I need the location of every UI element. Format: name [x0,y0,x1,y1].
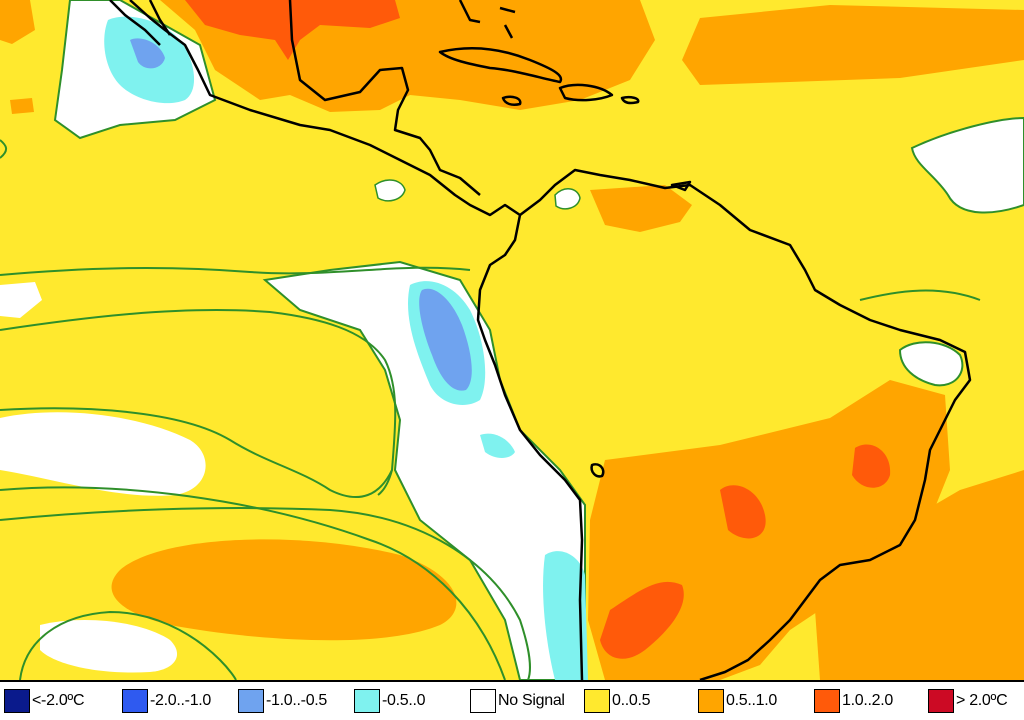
legend-item-minus-2-to-minus-1: -2.0..-1.0 [122,688,211,714]
legend: <-2.0ºC -2.0..-1.0 -1.0..-0.5 -0.5..0 No… [0,680,1024,720]
legend-item-1-to-2: 1.0..2.0 [814,688,893,714]
legend-swatch [814,689,840,713]
legend-label: 0.5..1.0 [726,692,777,709]
legend-swatch [470,689,496,713]
legend-label: -2.0..-1.0 [150,692,212,709]
legend-swatch [698,689,724,713]
legend-label: -1.0..-0.5 [266,692,328,709]
legend-item-minus-0-5-to-0: -0.5..0 [354,688,426,714]
warm-anomaly-regions [0,0,1024,680]
legend-item-no-signal: No Signal [470,688,565,714]
no-signal-and-cool-regions [0,0,1024,680]
legend-swatch [928,689,954,713]
legend-swatch [354,689,380,713]
legend-swatch [238,689,264,713]
legend-label: > 2.0ºC [956,692,1008,709]
coastlines [109,0,972,680]
legend-swatch [122,689,148,713]
legend-item-0-to-0-5: 0..0.5 [584,688,651,714]
temperature-anomaly-map [0,0,1024,680]
legend-item-below-minus-2: <-2.0ºC [4,688,85,714]
legend-swatch [584,689,610,713]
map-canvas [0,0,1024,680]
legend-item-above-2: > 2.0ºC [928,688,1008,714]
legend-swatch [4,689,30,713]
legend-label: <-2.0ºC [32,692,85,709]
legend-item-minus-1-to-minus-0-5: -1.0..-0.5 [238,688,327,714]
legend-label: 0..0.5 [612,692,651,709]
legend-label: -0.5..0 [382,692,426,709]
legend-label: No Signal [498,692,565,709]
legend-item-0-5-to-1: 0.5..1.0 [698,688,777,714]
legend-label: 1.0..2.0 [842,692,893,709]
contour-lines [0,139,981,680]
